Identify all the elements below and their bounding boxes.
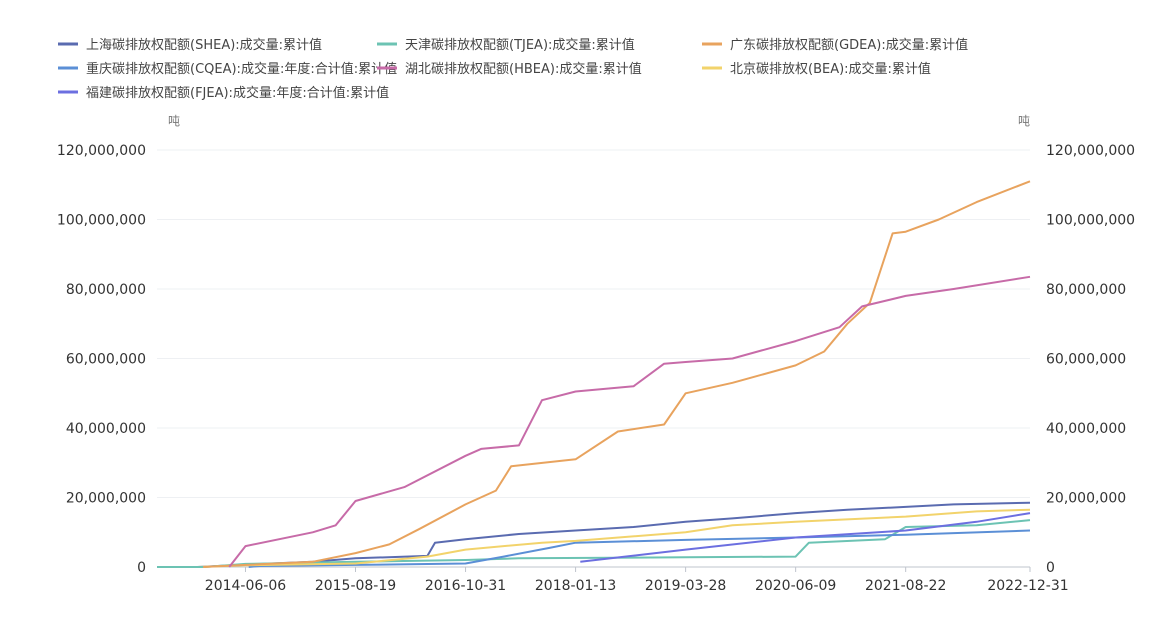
legend-item[interactable]: 上海碳排放权配额(SHEA):成交量:累计值 xyxy=(86,37,322,53)
y-tick-label-right: 0 xyxy=(1046,560,1055,576)
x-tick-label: 2020-06-09 xyxy=(755,578,836,594)
x-tick-label: 2016-10-31 xyxy=(425,578,506,594)
legend-item[interactable]: 湖北碳排放权配额(HBEA):成交量:累计值 xyxy=(405,61,642,77)
y-tick-label-left: 80,000,000 xyxy=(66,282,146,298)
y-tick-label-left: 100,000,000 xyxy=(57,213,146,229)
series-line xyxy=(197,508,1031,568)
series-line xyxy=(228,275,1031,568)
legend-item[interactable]: 天津碳排放权配额(TJEA):成交量:累计值 xyxy=(405,37,635,53)
y-tick-label-right: 20,000,000 xyxy=(1046,491,1126,507)
y-tick-label-right: 60,000,000 xyxy=(1046,352,1126,368)
legend-item[interactable]: 广东碳排放权配额(GDEA):成交量:累计值 xyxy=(730,37,968,53)
series-line xyxy=(580,512,1031,563)
x-tick-label: 2019-03-28 xyxy=(645,578,726,594)
y-tick-label-right: 100,000,000 xyxy=(1046,213,1135,229)
gridlines xyxy=(157,149,1030,568)
x-tick-label: 2018-01-13 xyxy=(535,578,616,594)
legend-item[interactable]: 重庆碳排放权配额(CQEA):成交量:年度:合计值:累计值 xyxy=(86,61,397,77)
y-tick-label-right: 40,000,000 xyxy=(1046,421,1126,437)
y-tick-label-left: 60,000,000 xyxy=(66,352,146,368)
x-tick-label: 2021-08-22 xyxy=(865,578,946,594)
y-tick-label-left: 120,000,000 xyxy=(57,143,146,159)
y-tick-label-left: 40,000,000 xyxy=(66,421,146,437)
y-tick-label-right: 80,000,000 xyxy=(1046,282,1126,298)
series-line xyxy=(204,519,1031,568)
x-tick-label: 2014-06-06 xyxy=(205,578,286,594)
x-tick-label: 2022-12-31 xyxy=(987,578,1068,594)
y-tick-label-left: 0 xyxy=(137,560,146,576)
series-line xyxy=(248,529,1031,568)
series-lines xyxy=(157,180,1031,568)
legend-item[interactable]: 福建碳排放权配额(FJEA):成交量:年度:合计值:累计值 xyxy=(86,85,389,101)
x-axis: 2014-06-06 2015-08-19 2016-10-31 2018-01-13… xyxy=(205,567,1069,594)
y-axis-unit-left: 吨 xyxy=(168,114,180,128)
legend-item[interactable]: 北京碳排放权(BEA):成交量:累计值 xyxy=(730,61,931,77)
series-line xyxy=(203,180,1031,568)
y-axis-unit-right: 吨 xyxy=(1018,114,1030,128)
series-line xyxy=(197,501,1031,568)
y-tick-label-left: 20,000,000 xyxy=(66,491,146,507)
x-tick-label: 2015-08-19 xyxy=(315,578,396,594)
legend: 上海碳排放权配额(SHEA):成交量:累计值 天津碳排放权配额(TJEA):成交量… xyxy=(58,37,968,101)
y-tick-label-right: 120,000,000 xyxy=(1046,143,1135,159)
y-axis-left: 0 20,000,000 40,000,000 60,000,000 80,000,00… xyxy=(57,143,146,576)
y-axis-right: 0 20,000,000 40,000,000 60,000,000 80,000,00… xyxy=(1046,143,1135,576)
